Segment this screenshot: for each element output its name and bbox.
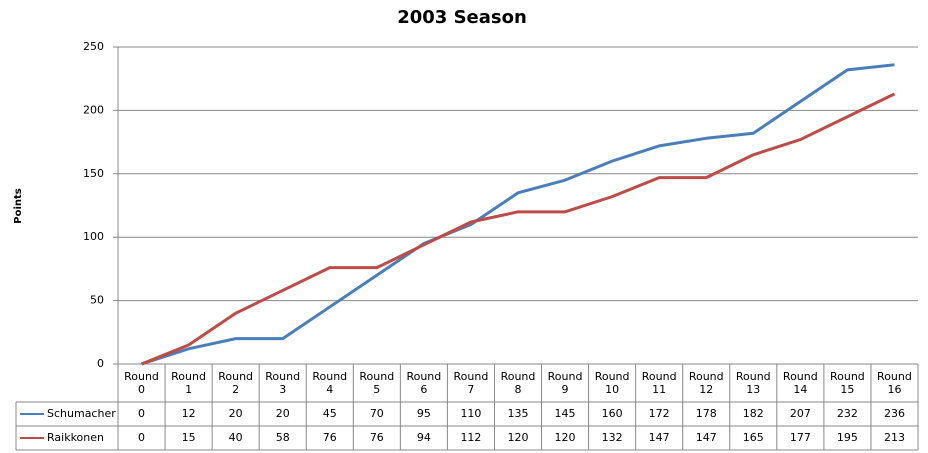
table-value: 20 xyxy=(276,407,290,420)
table-value: 177 xyxy=(790,431,811,444)
series-line xyxy=(141,63,895,366)
x-tick-label: Round 8 xyxy=(500,370,536,396)
table-value: 213 xyxy=(884,431,905,444)
table-value: 95 xyxy=(417,407,431,420)
table-value: 76 xyxy=(323,431,337,444)
x-tick-label: Round 9 xyxy=(547,370,583,396)
category-cell: Round 9 xyxy=(547,370,583,396)
table-value: 147 xyxy=(649,431,670,444)
x-tick-label: Round 1 xyxy=(171,370,206,396)
table-value: 165 xyxy=(743,431,764,444)
legend-label: Schumacher xyxy=(47,407,116,420)
category-cell: Round 8 xyxy=(500,370,536,396)
x-tick-label: Round 4 xyxy=(312,370,348,396)
x-tick-label: Round 2 xyxy=(218,370,254,396)
table-value: 110 xyxy=(460,407,481,420)
table-value: 182 xyxy=(743,407,764,420)
table-value: 135 xyxy=(508,407,529,420)
table-value: 207 xyxy=(790,407,811,420)
y-tick-label: 50 xyxy=(90,294,104,307)
category-cell: Round 16 xyxy=(877,370,912,396)
series-line xyxy=(140,92,896,366)
table-value: 132 xyxy=(602,431,623,444)
x-tick-label: Round 14 xyxy=(782,370,818,396)
category-cell: Round 5 xyxy=(359,370,395,396)
table-value: 15 xyxy=(182,431,196,444)
table-value: 40 xyxy=(229,431,243,444)
x-tick-label: Round 12 xyxy=(688,370,724,396)
table-value: 120 xyxy=(555,431,576,444)
table-value: 160 xyxy=(602,407,623,420)
x-tick-label: Round 7 xyxy=(453,370,489,396)
category-cell: Round 1 xyxy=(171,370,206,396)
category-cell: Round 10 xyxy=(594,370,630,396)
table-value: 0 xyxy=(138,431,145,444)
category-cell: Round 14 xyxy=(782,370,818,396)
table-value: 70 xyxy=(370,407,384,420)
table-value: 0 xyxy=(138,407,145,420)
x-tick-label: Round 0 xyxy=(124,370,159,396)
table-value: 45 xyxy=(323,407,337,420)
y-tick-label: 250 xyxy=(83,40,104,53)
table-value: 236 xyxy=(884,407,905,420)
table-value: 76 xyxy=(370,431,384,444)
chart-title: 2003 Season xyxy=(397,7,527,28)
x-tick-label: Round 16 xyxy=(877,370,912,396)
category-cell: Round 3 xyxy=(265,370,301,396)
table-value: 178 xyxy=(696,407,717,420)
category-cell: Round 7 xyxy=(453,370,489,396)
category-cell: Round 12 xyxy=(688,370,724,396)
table-value: 112 xyxy=(460,431,481,444)
category-cell: Round 0 xyxy=(124,370,159,396)
category-cell: Round 11 xyxy=(641,370,677,396)
table-value: 147 xyxy=(696,431,717,444)
category-cell: Round 13 xyxy=(735,370,771,396)
legend-label: Raikkonen xyxy=(47,431,104,444)
x-tick-label: Round 10 xyxy=(594,370,630,396)
x-tick-label: Round 3 xyxy=(265,370,301,396)
x-tick-label: Round 13 xyxy=(735,370,771,396)
table-value: 94 xyxy=(417,431,431,444)
y-axis-label: Points xyxy=(13,188,24,224)
table-value: 145 xyxy=(555,407,576,420)
table-value: 232 xyxy=(837,407,858,420)
table-value: 12 xyxy=(182,407,196,420)
table-value: 195 xyxy=(837,431,858,444)
table-value: 120 xyxy=(508,431,529,444)
table-value: 20 xyxy=(229,407,243,420)
x-tick-label: Round 11 xyxy=(641,370,677,396)
y-tick-label: 100 xyxy=(83,230,104,243)
x-tick-label: Round 6 xyxy=(406,370,442,396)
y-tick-label: 200 xyxy=(83,103,104,116)
x-tick-label: Round 5 xyxy=(359,370,395,396)
table-value: 58 xyxy=(276,431,290,444)
category-cell: Round 15 xyxy=(829,370,865,396)
y-tick-label: 0 xyxy=(97,357,104,370)
category-cell: Round 4 xyxy=(312,370,348,396)
table-value: 172 xyxy=(649,407,670,420)
category-cell: Round 2 xyxy=(218,370,254,396)
category-cell: Round 6 xyxy=(406,370,442,396)
x-tick-label: Round 15 xyxy=(829,370,865,396)
y-tick-label: 150 xyxy=(83,167,104,180)
